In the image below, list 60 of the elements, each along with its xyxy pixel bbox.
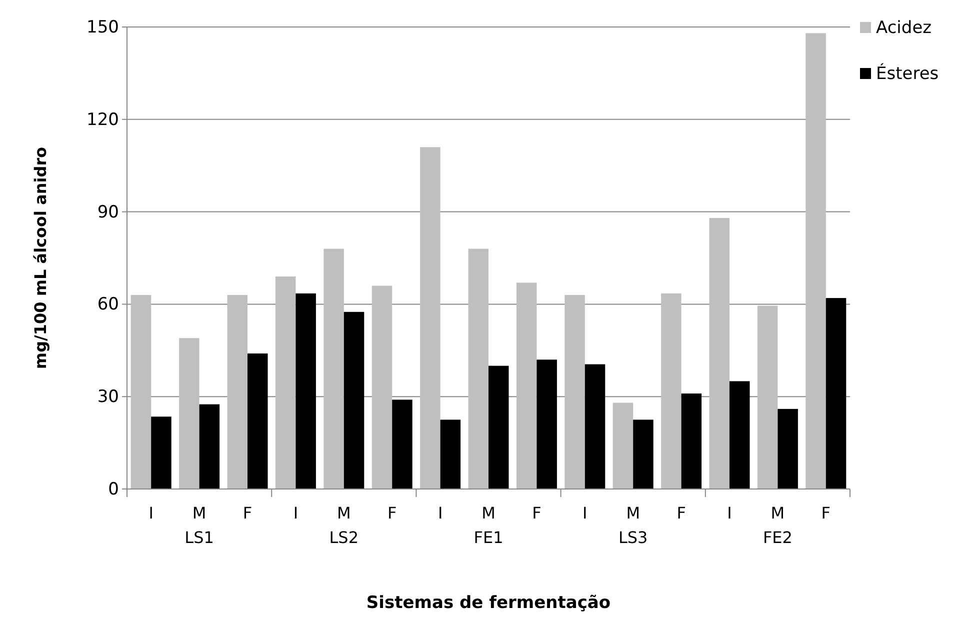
bar [420, 147, 440, 489]
x-tick-label: M [482, 503, 496, 522]
bar [778, 408, 798, 489]
x-tick-label: F [532, 503, 542, 522]
bar [488, 366, 509, 489]
bar [681, 394, 702, 489]
x-tick-label: I [293, 503, 298, 522]
text: LS1 [184, 528, 214, 547]
x-tick-label: F [676, 503, 686, 522]
y-tick-label: 150 [86, 17, 119, 38]
bar [392, 400, 412, 489]
x-tick-label: M [192, 503, 206, 522]
text: FE1 [474, 528, 504, 547]
bar [661, 293, 682, 489]
x-tick-label: F [242, 503, 252, 522]
bar [516, 282, 537, 489]
y-tick-label: 90 [97, 202, 119, 222]
x-tick-label: I [438, 503, 443, 522]
bar [151, 416, 172, 489]
y-tick-label: 120 [86, 110, 119, 130]
x-axis-title: Sistemas de fermentação [366, 593, 611, 613]
y-tick-label: 0 [108, 479, 119, 500]
x-tick-label: I [148, 503, 154, 522]
bar [730, 381, 750, 489]
x-tick-label: M [626, 503, 640, 522]
bar [564, 294, 585, 489]
bar [227, 294, 248, 489]
bar [757, 306, 778, 489]
x-tick-label: I [582, 503, 588, 522]
bar [248, 353, 268, 489]
legend-label: Ésteres [876, 63, 939, 84]
x-tick-label: M [770, 503, 785, 522]
bar [296, 293, 316, 489]
bar [324, 248, 344, 489]
x-tick-label: M [336, 503, 351, 522]
bar [372, 286, 392, 489]
legend-label: Acidez [876, 18, 932, 38]
y-tick-label: 30 [97, 387, 119, 408]
bar [612, 402, 634, 489]
x-tick-label: F [388, 503, 397, 522]
bar [468, 248, 488, 489]
bar [633, 420, 654, 489]
y-axis-title: mg/100 mL álcool anidro [31, 146, 50, 370]
bar [199, 404, 220, 489]
bar [709, 218, 730, 489]
x-tick-label: F [821, 503, 830, 522]
bar [275, 276, 296, 489]
bar [826, 298, 846, 489]
bar [536, 360, 557, 489]
text: LS3 [618, 528, 648, 547]
text: FE2 [762, 528, 792, 547]
x-tick-label: I [727, 503, 732, 522]
bar [179, 338, 200, 489]
bar [806, 33, 826, 489]
y-tick-label: 60 [97, 294, 119, 315]
bar [584, 364, 606, 489]
bar [344, 312, 364, 489]
text: LS2 [329, 528, 359, 547]
bar [440, 420, 461, 489]
bar [130, 294, 152, 489]
